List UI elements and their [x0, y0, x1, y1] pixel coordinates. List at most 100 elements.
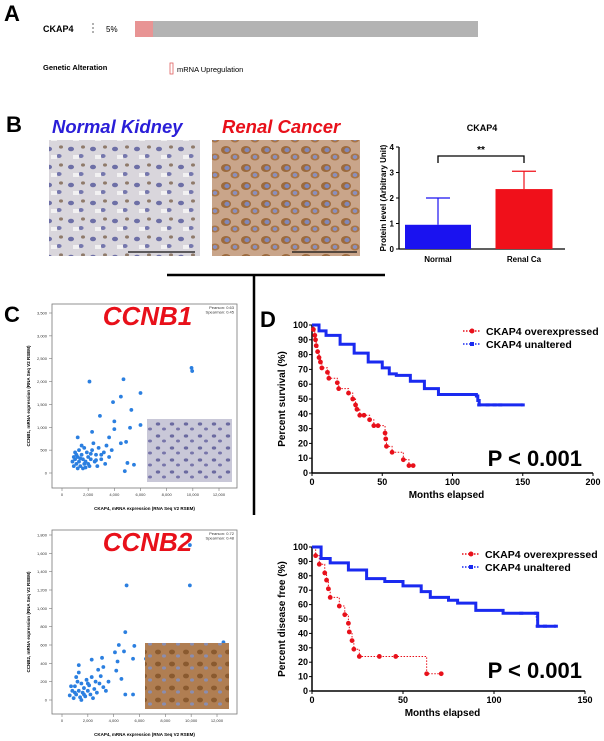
censor-mark: [492, 403, 497, 407]
data-point: [342, 612, 348, 618]
data-point: [324, 577, 329, 583]
data-point: [82, 692, 86, 697]
data-point: [86, 461, 91, 466]
y-tick-label: 50: [298, 614, 308, 624]
data-point: [73, 684, 77, 689]
x-tick-label: 150: [577, 695, 592, 705]
oncoprint-bar-unaltered: [135, 21, 478, 37]
mrna-upregulation-legend: mRNA Upregulation: [177, 65, 243, 74]
data-point: [70, 459, 75, 464]
data-point: [79, 698, 84, 702]
censor-mark: [519, 611, 524, 615]
x-tick-label: 100: [445, 477, 460, 487]
data-point: [90, 448, 94, 453]
x-tick-label: 0: [309, 695, 314, 705]
data-point: [384, 443, 389, 449]
y-tick-label: 1,500: [37, 402, 48, 407]
data-point: [132, 644, 137, 648]
x-tick-label: Renal Ca: [507, 255, 542, 264]
data-point: [325, 369, 330, 375]
y-tick-label: 3,500: [37, 311, 48, 316]
data-point: [74, 452, 79, 457]
data-point: [96, 667, 101, 672]
correlation-stat: Spearman: 0.45: [206, 310, 235, 315]
legend-label: CKAP4 overexpressed: [485, 549, 598, 561]
data-point: [94, 452, 98, 457]
data-point: [89, 657, 94, 662]
data-point: [71, 464, 76, 469]
data-point: [346, 620, 351, 626]
bar-renal-ca: [495, 189, 553, 249]
y-tick-label: 2,000: [37, 379, 48, 384]
data-point: [119, 677, 124, 681]
data-point: [78, 456, 83, 461]
y-tick-label: 60: [298, 379, 308, 389]
y-tick-label: 70: [298, 585, 308, 595]
data-point: [111, 400, 115, 405]
data-point: [318, 359, 323, 365]
y-tick-label: 60: [298, 600, 308, 610]
y-axis-label: Percent survival (%): [277, 351, 288, 447]
data-point: [312, 332, 318, 338]
data-point: [131, 692, 135, 697]
renal-cancer-ihc-image: [212, 140, 360, 256]
data-point: [88, 457, 93, 462]
censor-mark: [485, 403, 490, 407]
data-point: [124, 440, 129, 444]
y-tick-label: 20: [298, 657, 308, 667]
y-tick-label: 1,400: [37, 569, 48, 574]
data-point: [101, 665, 106, 669]
bar-normal: [405, 224, 471, 249]
normal-kidney-ihc-image: [49, 140, 200, 256]
gene-title: CCNB1: [103, 301, 193, 331]
y-tick-label: 0: [303, 686, 308, 696]
panel-label-c: C: [4, 302, 20, 327]
data-point: [82, 686, 86, 690]
data-point: [107, 455, 111, 459]
data-point: [85, 681, 90, 686]
y-tick-label: 200: [40, 679, 47, 684]
data-point: [89, 675, 94, 679]
y-axis-label: Percent disease free (%): [277, 561, 288, 677]
legend-label: CKAP4 overexpressed: [486, 326, 599, 338]
censor-mark: [553, 624, 558, 628]
data-point: [326, 375, 332, 381]
y-tick-label: 100: [293, 320, 308, 330]
data-point: [93, 679, 98, 684]
data-point: [99, 452, 104, 457]
y-tick-label: 1,000: [37, 425, 48, 430]
legend-marker: [469, 328, 475, 334]
data-point: [118, 441, 123, 446]
x-tick-label: 10,000: [185, 718, 198, 723]
p-value: P < 0.001: [488, 446, 582, 471]
data-point: [101, 685, 106, 690]
x-tick-label: 8,000: [160, 718, 171, 723]
censor-mark: [542, 624, 547, 628]
data-point: [88, 451, 93, 456]
data-point: [92, 687, 97, 691]
censor-mark: [533, 611, 538, 615]
data-point: [104, 443, 109, 448]
data-point: [115, 659, 120, 664]
km-curve-unaltered: [312, 545, 556, 628]
data-point: [77, 459, 81, 464]
x-tick-label: 200: [585, 477, 600, 487]
normal-kidney-title: Normal Kidney: [52, 116, 184, 137]
km-censored-segment: [535, 613, 539, 627]
data-point: [334, 380, 340, 386]
km-curve-unaltered: [312, 323, 523, 407]
ccnb1-scatter-plot: 0 500 1,000 1,500 2,000 2,500 3,000 3,500 0 2,000…: [26, 301, 238, 511]
data-point: [315, 349, 321, 355]
data-point: [78, 464, 83, 469]
data-point: [86, 455, 91, 459]
data-point: [84, 450, 89, 455]
y-tick-label: 4: [390, 143, 395, 152]
data-point: [71, 455, 76, 459]
data-point: [336, 386, 342, 392]
dots-icon: [92, 23, 94, 33]
legend-marker: [468, 551, 474, 557]
data-point: [113, 650, 117, 655]
data-point: [73, 690, 77, 695]
